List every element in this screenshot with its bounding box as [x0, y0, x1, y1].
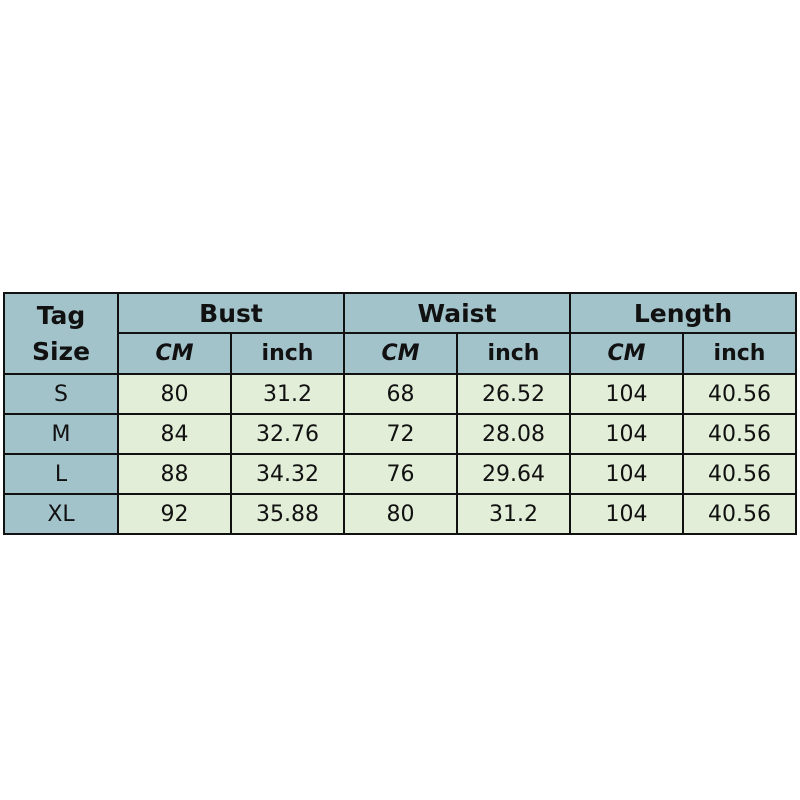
unit-header: inch [682, 332, 797, 375]
value-cell: 92 [117, 493, 232, 535]
bust-header: Bust [117, 292, 345, 334]
unit-header: CM [117, 332, 232, 375]
value-cell: 104 [569, 373, 684, 415]
value-cell: 40.56 [682, 413, 797, 455]
unit-header: CM [569, 332, 684, 375]
value-cell: 104 [569, 413, 684, 455]
value-cell: 80 [343, 493, 458, 535]
value-cell: 88 [117, 453, 232, 495]
header-row-units: CM inch CM inch CM inch [4, 332, 797, 375]
value-cell: 104 [569, 453, 684, 495]
header-row-groups: Tag Size Bust Waist Length [3, 292, 797, 375]
tag-size-header: Tag Size [3, 292, 119, 375]
value-cell: 34.32 [230, 453, 345, 495]
value-cell: 29.64 [456, 453, 571, 495]
table-row: L 88 34.32 76 29.64 104 40.56 [3, 453, 797, 495]
size-cell: XL [3, 493, 119, 535]
value-cell: 104 [569, 493, 684, 535]
value-cell: 40.56 [682, 493, 797, 535]
value-cell: 72 [343, 413, 458, 455]
value-cell: 40.56 [682, 373, 797, 415]
value-cell: 40.56 [682, 453, 797, 495]
value-cell: 68 [343, 373, 458, 415]
table-row: M 84 32.76 72 28.08 104 40.56 [3, 413, 797, 455]
value-cell: 32.76 [230, 413, 345, 455]
table-row: S 80 31.2 68 26.52 104 40.56 [3, 373, 797, 415]
size-chart-table: Tag Size Bust Waist Length CM inch CM in… [3, 292, 797, 535]
value-cell: 80 [117, 373, 232, 415]
size-cell: L [3, 453, 119, 495]
length-header: Length [569, 292, 797, 334]
tag-label: Tag [36, 300, 86, 330]
unit-header: inch [230, 332, 345, 375]
value-cell: 84 [117, 413, 232, 455]
value-cell: 31.2 [230, 373, 345, 415]
value-cell: 35.88 [230, 493, 345, 535]
table-row: XL 92 35.88 80 31.2 104 40.56 [3, 493, 797, 535]
waist-header: Waist [343, 292, 571, 334]
value-cell: 28.08 [456, 413, 571, 455]
unit-header: CM [343, 332, 458, 375]
value-cell: 26.52 [456, 373, 571, 415]
size-label: Size [31, 336, 91, 366]
unit-header: inch [456, 332, 571, 375]
size-cell: S [3, 373, 119, 415]
value-cell: 76 [343, 453, 458, 495]
value-cell: 31.2 [456, 493, 571, 535]
size-cell: M [3, 413, 119, 455]
